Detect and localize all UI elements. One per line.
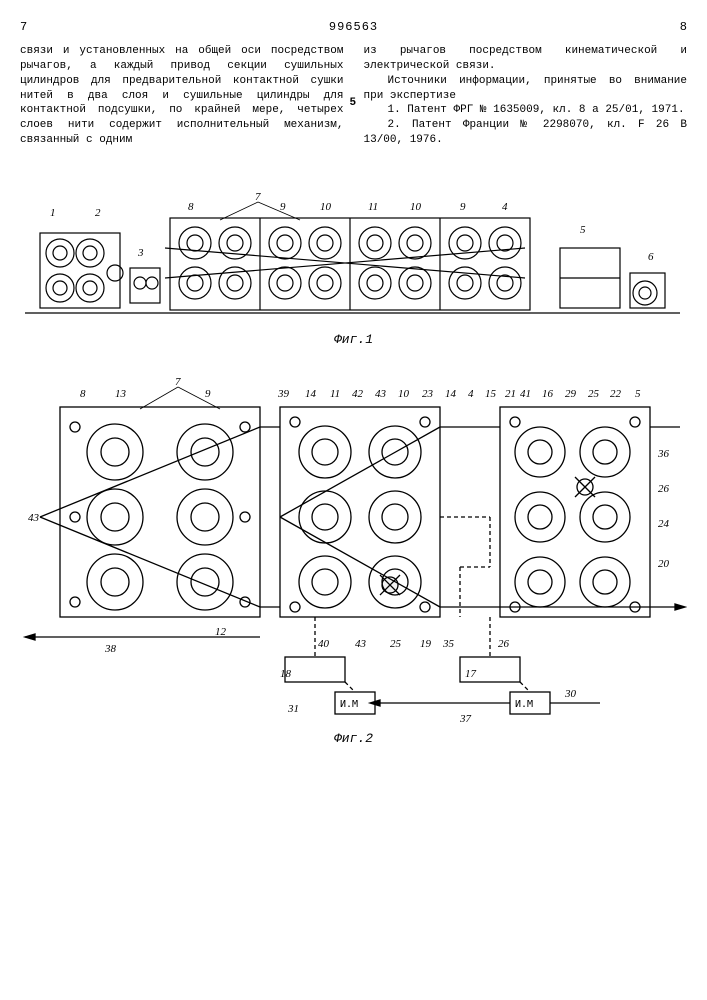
fig1-label: 6 (648, 251, 654, 263)
fig1-label: 4 (502, 201, 508, 213)
svg-text:26: 26 (658, 483, 670, 495)
page-number-right: 8 (680, 20, 687, 34)
svg-text:43: 43 (355, 638, 367, 650)
svg-text:14: 14 (305, 388, 317, 400)
fig1-label: 2 (95, 207, 101, 219)
svg-text:10: 10 (398, 388, 410, 400)
im-box-1: И.М (340, 699, 358, 710)
fig2-caption: Фиг.2 (20, 731, 687, 746)
fig1-label: 7 (255, 191, 261, 203)
right-text-1: из рычагов посредством кинематической и … (364, 44, 688, 74)
fig1-label: 10 (410, 201, 422, 213)
svg-text:13: 13 (115, 388, 127, 400)
fig1-label: 10 (320, 201, 332, 213)
fig1-label: 5 (580, 224, 586, 236)
fig1-label: 8 (188, 201, 194, 213)
svg-text:8: 8 (80, 388, 86, 400)
svg-text:7: 7 (175, 376, 181, 388)
sources-title: Источники информации, принятые во вниман… (364, 74, 688, 104)
svg-text:25: 25 (588, 388, 600, 400)
svg-text:29: 29 (565, 388, 577, 400)
svg-text:38: 38 (104, 643, 117, 655)
svg-text:41: 41 (520, 388, 531, 400)
figure-2: 813 7 9 3914 1142 4310 2314 415 21 4116 … (20, 367, 687, 746)
svg-text:19: 19 (420, 638, 432, 650)
svg-text:30: 30 (564, 688, 577, 700)
page-number-left: 7 (20, 20, 27, 34)
patent-page: 7 996563 8 связи и установленных на обще… (20, 20, 687, 746)
svg-text:21: 21 (505, 388, 516, 400)
svg-text:20: 20 (658, 558, 670, 570)
svg-text:39: 39 (277, 388, 290, 400)
page-header: 7 996563 8 (20, 20, 687, 34)
svg-text:23: 23 (422, 388, 434, 400)
left-text: связи и установленных на общей оси посре… (20, 44, 344, 148)
svg-text:43: 43 (375, 388, 387, 400)
svg-text:12: 12 (215, 626, 227, 638)
fig1-caption: Фиг.1 (20, 332, 687, 347)
fig2-svg: 813 7 9 3914 1142 4310 2314 415 21 4116 … (20, 367, 687, 727)
svg-text:17: 17 (465, 668, 477, 680)
svg-text:26: 26 (498, 638, 510, 650)
svg-text:25: 25 (390, 638, 402, 650)
svg-text:40: 40 (318, 638, 330, 650)
reference-1: 1. Патент ФРГ № 1635009, кл. 8 а 25/01, … (364, 103, 688, 118)
svg-text:16: 16 (542, 388, 554, 400)
svg-text:14: 14 (445, 388, 457, 400)
fig1-svg: 1 2 3 7 8 9 10 11 10 9 4 5 6 (20, 178, 687, 328)
right-column: 5 из рычагов посредством кинематической … (364, 44, 688, 148)
svg-text:42: 42 (352, 388, 364, 400)
svg-text:35: 35 (442, 638, 455, 650)
patent-number: 996563 (27, 20, 680, 34)
svg-text:5: 5 (635, 388, 641, 400)
im-box-2: И.М (515, 699, 533, 710)
left-column: связи и установленных на общей оси посре… (20, 44, 344, 148)
fig1-label: 11 (368, 201, 378, 213)
svg-text:31: 31 (287, 703, 299, 715)
fig1-label: 3 (137, 247, 144, 259)
fig1-label: 1 (50, 207, 56, 219)
svg-text:15: 15 (485, 388, 497, 400)
svg-text:37: 37 (459, 713, 472, 725)
svg-text:22: 22 (610, 388, 622, 400)
figure-1: 1 2 3 7 8 9 10 11 10 9 4 5 6 Фиг.1 (20, 178, 687, 347)
text-columns: связи и установленных на общей оси посре… (20, 44, 687, 148)
svg-text:36: 36 (657, 448, 670, 460)
svg-text:4: 4 (468, 388, 474, 400)
svg-text:9: 9 (205, 388, 211, 400)
svg-text:43: 43 (28, 512, 40, 524)
svg-text:18: 18 (280, 668, 292, 680)
reference-2: 2. Патент Франции № 2298070, кл. F 26 B … (364, 118, 688, 148)
fig1-label: 9 (460, 201, 466, 213)
fig1-label: 9 (280, 201, 286, 213)
line-number: 5 (350, 96, 357, 111)
svg-text:11: 11 (330, 388, 340, 400)
svg-text:24: 24 (658, 518, 670, 530)
